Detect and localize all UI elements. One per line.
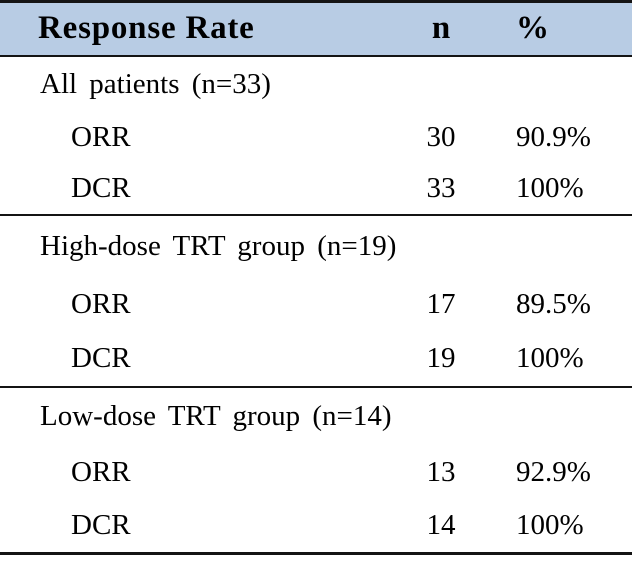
header-response-rate: Response Rate — [0, 1, 410, 57]
cell-percent: 89.5% — [516, 287, 591, 320]
table-header-row: Response Rate n % — [0, 1, 632, 57]
row-label: ORR — [71, 287, 131, 320]
cell-n: 14 — [426, 509, 456, 542]
row-label: DCR — [71, 342, 131, 374]
empty-cell — [410, 385, 472, 445]
empty-cell — [472, 385, 632, 445]
empty-cell — [410, 56, 472, 112]
response-rate-table: Response Rate n % All patients (n=33) OR… — [0, 0, 632, 555]
cell-n: 30 — [426, 120, 456, 153]
group-label: All patients (n=33) — [40, 67, 271, 100]
cell-n: 17 — [426, 287, 456, 320]
row-label: DCR — [71, 171, 131, 204]
cell-n: 33 — [426, 171, 456, 204]
row-label: DCR — [71, 509, 131, 542]
header-percent: % — [472, 1, 632, 57]
group-label: High-dose TRT group (n=19) — [0, 213, 410, 277]
cell-percent: 90.9% — [516, 120, 591, 153]
cell-percent: 100% — [516, 342, 584, 374]
row-label: ORR — [71, 455, 131, 488]
row-label: ORR — [71, 120, 131, 153]
cell-percent: 92.9% — [516, 455, 591, 488]
group-label: Low-dose TRT group (n=14) — [0, 385, 410, 445]
table-row-orr: ORR 17 89.5% — [0, 277, 632, 332]
header-n: n — [410, 1, 472, 57]
cell-n: 19 — [426, 342, 456, 374]
table-row-orr: ORR 13 92.9% — [0, 445, 632, 500]
empty-cell — [472, 213, 632, 277]
table-row-orr: ORR 30 90.9% — [0, 112, 632, 163]
group-row-all-patients: All patients (n=33) — [0, 56, 632, 112]
cell-percent: 100% — [516, 509, 584, 542]
table-row-dcr: DCR 19 100% — [0, 332, 632, 387]
group-row-high-dose: High-dose TRT group (n=19) — [0, 213, 632, 277]
empty-cell — [472, 56, 632, 112]
cell-n: 13 — [426, 455, 456, 488]
table-row-dcr: DCR 33 100% — [0, 163, 632, 215]
empty-cell — [410, 213, 472, 277]
table-row-dcr: DCR 14 100% — [0, 500, 632, 554]
group-row-low-dose: Low-dose TRT group (n=14) — [0, 385, 632, 445]
cell-percent: 100% — [516, 171, 584, 204]
